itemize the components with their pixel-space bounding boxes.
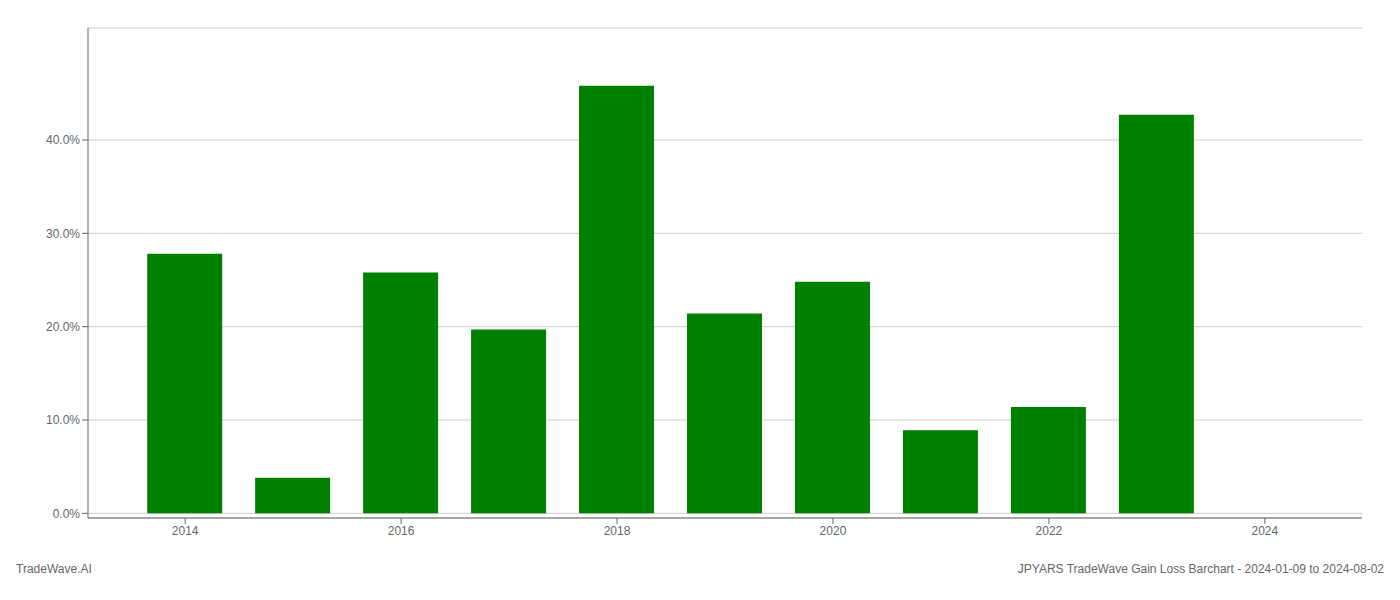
svg-text:2016: 2016 [388, 524, 415, 538]
svg-text:0.0%: 0.0% [53, 507, 81, 521]
svg-text:40.0%: 40.0% [46, 133, 80, 147]
html-text:JPYARS TradeWave Gain Loss Bar: JPYARS TradeWave Gain Loss Barchart - 20… [1017, 562, 1384, 576]
svg-text:2018: 2018 [604, 524, 631, 538]
svg-text:20.0%: 20.0% [46, 320, 80, 334]
svg-text:10.0%: 10.0% [46, 413, 80, 427]
html-text:TradeWave.AI: TradeWave.AI [16, 562, 92, 576]
svg-text:2022: 2022 [1036, 524, 1063, 538]
svg-text:2024: 2024 [1251, 524, 1278, 538]
svg-text:2014: 2014 [172, 524, 199, 538]
svg-text:30.0%: 30.0% [46, 227, 80, 241]
svg-text:2020: 2020 [820, 524, 847, 538]
